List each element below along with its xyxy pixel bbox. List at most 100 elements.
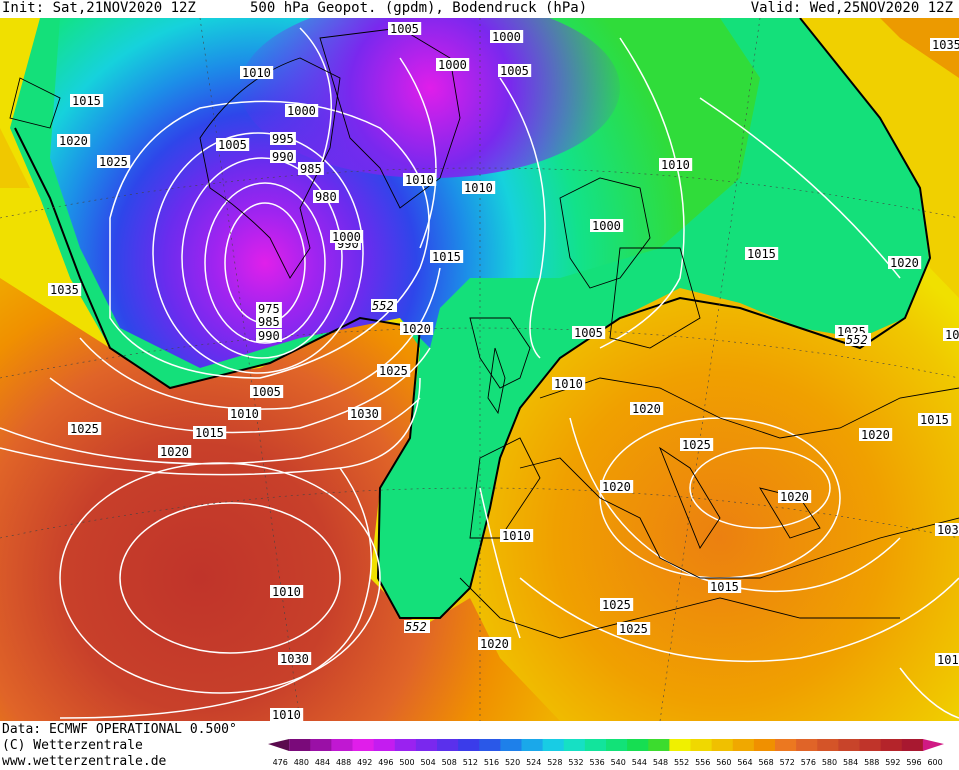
height-label-box xyxy=(845,333,871,346)
pressure-label: 985 xyxy=(258,315,280,329)
height-label: 552 xyxy=(405,620,427,634)
pressure-label: 1025 xyxy=(379,364,408,378)
pressure-label-box xyxy=(400,322,434,335)
pressure-label: 1010 xyxy=(464,181,493,195)
pressure-label-box xyxy=(630,402,664,415)
colorbar-swatch xyxy=(352,739,375,751)
pressure-label: 1010 xyxy=(272,585,301,599)
weather-map: 1005 1000 1000 1005 1010 1035 1015 1000 995 990 10… xyxy=(0,18,959,721)
pressure-label: 1005 xyxy=(500,64,529,78)
pressure-label: 1005 xyxy=(218,138,247,152)
colorbar-swatch xyxy=(458,739,480,751)
pressure-label: 990 xyxy=(272,150,294,164)
pressure-labels: 1005 1000 1000 1005 1010 1035 1015 1000 995 990 10… xyxy=(48,22,959,721)
colorbar-tick-label: 496 xyxy=(378,758,393,767)
pressure-label-box xyxy=(403,173,437,186)
colorbar-tick-label: 540 xyxy=(611,758,626,767)
colorbar-swatch xyxy=(669,739,691,751)
pressure-label-box xyxy=(68,422,102,435)
colorbar-legend: 476 480 484 488 492 496 500 504 508 512 516 520 524 5… xyxy=(268,739,944,767)
colorbar-tick-label: 504 xyxy=(420,758,435,767)
pressure-label: 1025 xyxy=(682,438,711,452)
pressure-label: 1035 xyxy=(932,38,959,52)
pressure-label-box xyxy=(330,230,364,243)
pressure-label-box xyxy=(930,38,959,51)
pressure-label: 1015 xyxy=(937,653,959,667)
orange-fringe-east xyxy=(880,18,959,78)
colorbar-swatch xyxy=(268,739,290,751)
colorbar-tick-label: 484 xyxy=(315,758,330,767)
colorbar-tick-label: 488 xyxy=(336,758,351,767)
colorbar-tick-label: 584 xyxy=(843,758,858,767)
pressure-label-box xyxy=(313,190,339,203)
colorbar-tick-label: 528 xyxy=(547,758,562,767)
pressure-label: 1020 xyxy=(480,637,509,651)
pressure-label-box xyxy=(298,162,324,175)
pressure-label-box xyxy=(778,490,812,503)
pressure-label-box xyxy=(377,364,411,377)
pressure-label: 1015 xyxy=(195,426,224,440)
pressure-label-box xyxy=(600,598,634,611)
pressure-label-box xyxy=(436,58,470,71)
yellow-fringe-east xyxy=(800,18,959,298)
pressure-label-box xyxy=(888,256,922,269)
colorbar-swatch xyxy=(437,739,459,751)
pressure-label: 1020 xyxy=(632,402,661,416)
colorbar-tick-label: 544 xyxy=(632,758,647,767)
pressure-label: 1020 xyxy=(890,256,919,270)
header-bar: Init: Sat,21NOV2020 12Z 500 hPa Geopot. … xyxy=(0,0,959,18)
colorbar-swatch xyxy=(521,739,544,751)
pressure-label: 975 xyxy=(258,302,280,316)
colorbar-tick-label: 560 xyxy=(716,758,731,767)
pressure-label: 985 xyxy=(300,162,322,176)
colorbar-swatch xyxy=(606,739,628,751)
colorbar-swatch xyxy=(711,739,734,751)
pressure-label-box xyxy=(943,328,959,341)
pressure-label-box xyxy=(256,302,282,315)
colorbar-tick-label: 596 xyxy=(906,758,921,767)
pressure-label: 1000 xyxy=(492,30,521,44)
colorbar-tick-label: 520 xyxy=(505,758,520,767)
pressure-label: 1000 xyxy=(592,219,621,233)
pressure-label-box xyxy=(240,66,274,79)
pressure-label: 1005 xyxy=(390,22,419,36)
pressure-label: 1010 xyxy=(502,529,531,543)
colorbar-swatch xyxy=(331,739,353,751)
colorbar-tick-label: 556 xyxy=(695,758,710,767)
colorbar-swatch xyxy=(415,739,438,751)
colorbar-tick-label: 480 xyxy=(294,758,309,767)
pressure-label: 1010 xyxy=(554,377,583,391)
pressure-label-box xyxy=(270,585,304,598)
pressure-label-box xyxy=(348,407,382,420)
height-label-box xyxy=(371,299,397,312)
pressure-label-box xyxy=(935,653,959,666)
pressure-label: 1005 xyxy=(252,385,281,399)
pressure-label-box xyxy=(97,155,131,168)
colorbar-tick-label: 580 xyxy=(822,758,837,767)
colorbar-swatch xyxy=(648,739,670,751)
colorbar-tick-label: 492 xyxy=(357,758,372,767)
pressure-label: 1025 xyxy=(602,598,631,612)
init-time: Init: Sat,21NOV2020 12Z xyxy=(2,0,196,16)
pressure-label: 1030 xyxy=(945,328,959,342)
pressure-label: 1010 xyxy=(230,407,259,421)
pressure-label-box xyxy=(659,158,693,171)
pressure-label-box xyxy=(590,219,624,232)
colorbar-swatch xyxy=(289,739,311,751)
colorbar-tick-label: 476 xyxy=(273,758,288,767)
pressure-label: 1025 xyxy=(70,422,99,436)
pressure-label-box xyxy=(745,247,779,260)
pressure-label-box xyxy=(256,329,282,342)
pressure-label-box xyxy=(935,523,959,536)
pressure-label-box xyxy=(278,652,312,665)
colorbar-swatch xyxy=(753,739,776,751)
colorbar-swatch xyxy=(732,739,755,751)
pressure-label-box xyxy=(430,250,464,263)
colorbar-swatch xyxy=(394,739,417,751)
pressure-label-box xyxy=(216,138,250,151)
pressure-label: 1020 xyxy=(602,480,631,494)
colorbar-swatch xyxy=(859,739,882,751)
pressure-label-box xyxy=(572,326,606,339)
colorbar-swatch xyxy=(584,739,607,751)
pressure-label-box xyxy=(193,426,227,439)
